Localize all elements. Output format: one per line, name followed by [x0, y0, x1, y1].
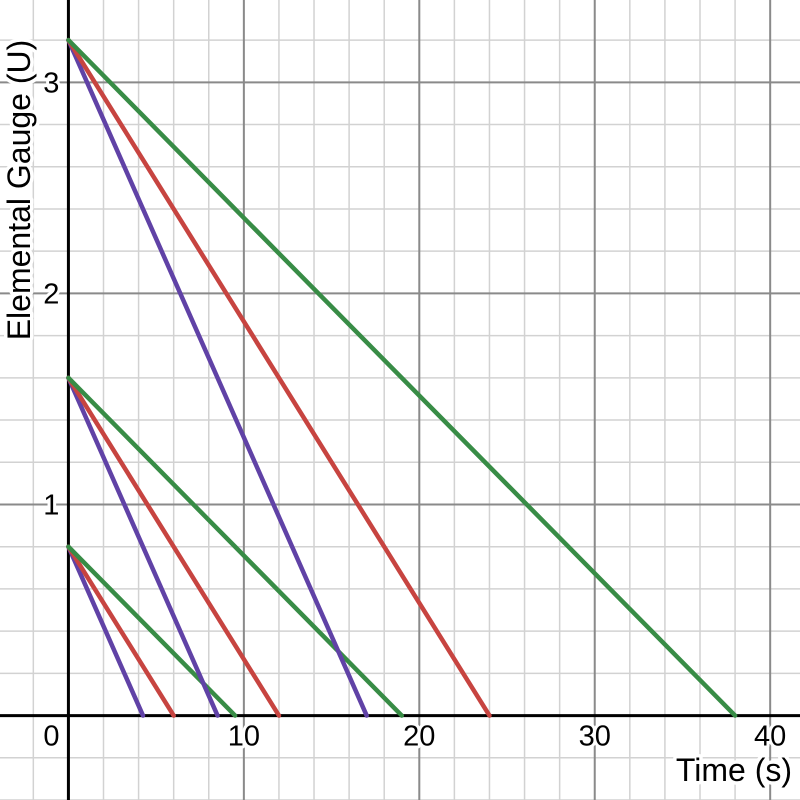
series-line-gauge-1.6U-green-slow-rate — [66, 375, 405, 718]
x-tick-label-30: 30 — [579, 721, 611, 753]
tick-labels: 0 10 20 30 40 1 2 3 — [40, 64, 789, 755]
series-line-gauge-0.8U-purple-fast-rate — [66, 544, 146, 718]
series-line-gauge-1.6U-red-medium-rate — [66, 375, 282, 718]
x-tick-label-0: 0 — [43, 721, 59, 753]
y-axis-label: Elemental Gauge (U) — [1, 40, 37, 341]
x-axis-label: Time (s) — [676, 752, 792, 788]
x-tick-label-10: 10 — [228, 721, 260, 753]
series-lines — [66, 37, 738, 718]
y-tick-label-3: 3 — [43, 67, 59, 99]
y-tick-label-2: 2 — [43, 278, 59, 310]
x-tick-label-20: 20 — [403, 721, 435, 753]
series-line-gauge-0.8U-red-medium-rate — [66, 544, 176, 718]
series-line-gauge-3.2U-green-slow-rate — [66, 37, 738, 718]
series-line-gauge-1.6U-purple-fast-rate — [66, 375, 220, 718]
x-tick-label-40: 40 — [754, 721, 786, 753]
series-line-gauge-3.2U-red-medium-rate — [66, 37, 492, 718]
series-line-gauge-3.2U-purple-fast-rate — [66, 37, 369, 718]
y-tick-label-1: 1 — [43, 489, 59, 521]
